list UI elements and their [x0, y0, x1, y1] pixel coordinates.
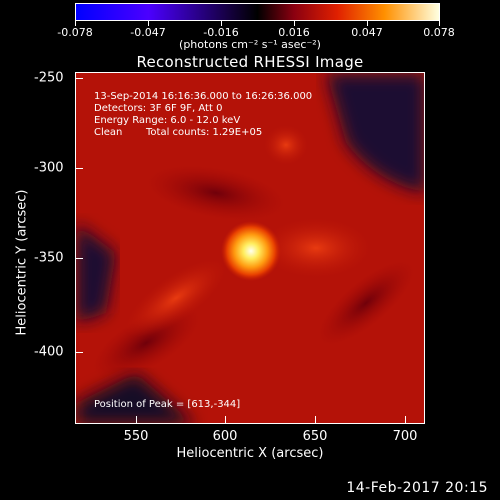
image-title: Reconstructed RHESSI Image: [136, 53, 364, 71]
y-tick-label: -300: [34, 160, 64, 176]
x-tick-label: 700: [392, 429, 418, 444]
colorbar-tick-label: 0.078: [423, 26, 455, 39]
colorbar-tick-label: 0.016: [278, 26, 310, 39]
colorbar: [75, 3, 440, 21]
rhessi-image: 13-Sep-2014 16:16:36.000 to 16:26:36.000…: [75, 72, 425, 424]
colorbar-tick-label: -0.016: [203, 26, 239, 39]
colorbar-units: (photons cm⁻² s⁻¹ asec⁻²): [179, 38, 321, 51]
y-axis-label: Heliocentric Y (arcsec): [14, 189, 30, 336]
timestamp: 14-Feb-2017 20:15: [346, 480, 488, 496]
x-axis-label: Heliocentric X (arcsec): [176, 446, 324, 461]
detectors-info: Detectors: 3F 6F 9F, Att 0: [94, 103, 223, 114]
x-tick-label: 550: [123, 429, 149, 444]
time-range: 13-Sep-2014 16:16:36.000 to 16:26:36.000: [94, 91, 313, 102]
y-tick-label: -400: [34, 344, 64, 360]
method: Clean: [94, 127, 123, 138]
y-tick-label: -350: [34, 250, 64, 266]
colorbar-tick-label: 0.047: [351, 26, 383, 39]
colorbar-tick-label: -0.047: [130, 26, 166, 39]
x-tick-label: 650: [302, 429, 328, 444]
y-tick-label: -250: [34, 70, 64, 86]
energy-range: Energy Range: 6.0 - 12.0 keV: [94, 115, 241, 126]
flux-map: [76, 73, 424, 423]
colorbar-tick-label: -0.078: [57, 26, 93, 39]
x-tick-label: 600: [212, 429, 238, 444]
total-counts: Total counts: 1.29E+05: [146, 127, 263, 138]
peak-position: Position of Peak = [613,-344]: [94, 399, 241, 410]
